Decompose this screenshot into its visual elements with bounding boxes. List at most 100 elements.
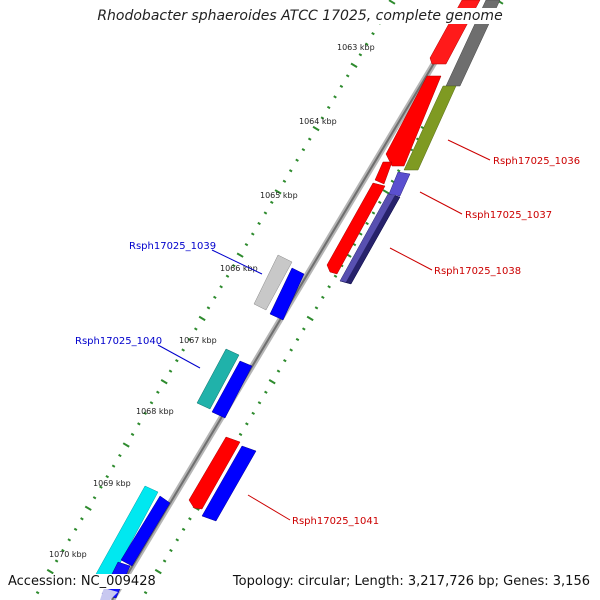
minor-tick — [295, 337, 300, 342]
minor-tick — [358, 53, 363, 57]
gene-label-rsph17025-1036[interactable]: Rsph17025_1036 — [493, 156, 580, 167]
minor-tick — [231, 264, 236, 268]
minor-tick — [187, 337, 192, 342]
minor-tick — [111, 464, 116, 468]
minor-tick — [377, 200, 382, 205]
minor-tick — [371, 32, 375, 36]
minor-tick — [188, 517, 192, 521]
minor-tick — [396, 169, 401, 173]
minor-tick — [244, 242, 249, 247]
callout-line-1041 — [247, 494, 291, 521]
major-tick — [84, 505, 92, 511]
minor-tick — [175, 358, 179, 363]
minor-tick — [390, 179, 395, 183]
tick-label-group: 1063 kbp 1064 kbp 1065 kbp 1066 kbp 1067… — [49, 43, 375, 559]
minor-tick — [333, 274, 338, 278]
genome-summary-text: Topology: circular; Length: 3,217,726 bp… — [232, 574, 590, 589]
minor-tick — [333, 95, 337, 99]
minor-tick — [169, 548, 173, 553]
gene-label-rsph17025-1041[interactable]: Rsph17025_1041 — [292, 516, 379, 527]
minor-tick — [194, 327, 198, 331]
minor-tick — [289, 348, 293, 352]
major-tick — [350, 62, 358, 68]
minor-tick — [67, 538, 72, 542]
gene-olive[interactable] — [403, 85, 457, 171]
accession-text: Accession: NC_009428 — [8, 574, 156, 589]
minor-tick — [276, 369, 281, 373]
minor-tick — [257, 221, 261, 226]
minor-tick — [251, 411, 255, 415]
minor-tick — [175, 538, 180, 542]
gene-red-1038-adjacent[interactable] — [326, 182, 386, 275]
minor-tick — [245, 422, 249, 426]
minor-tick — [364, 42, 369, 46]
minor-tick — [143, 591, 148, 595]
minor-tick — [130, 432, 135, 437]
tick-label: 1068 kbp — [136, 407, 174, 416]
gene-label-rsph17025-1037[interactable]: Rsph17025_1037 — [465, 210, 552, 221]
minor-tick — [327, 285, 331, 289]
minor-tick — [307, 137, 312, 141]
callout-lines — [157, 139, 491, 521]
major-tick — [382, 189, 390, 195]
tick-label: 1065 kbp — [260, 191, 298, 200]
gene-label-rsph17025-1040[interactable]: Rsph17025_1040 — [75, 336, 162, 347]
major-tick — [160, 379, 168, 385]
minor-tick — [80, 517, 84, 521]
minor-tick — [149, 401, 154, 405]
minor-tick — [295, 158, 299, 162]
minor-tick — [283, 358, 287, 363]
gene-red-1041-adjacent[interactable] — [188, 436, 241, 510]
minor-tick — [35, 591, 40, 595]
minor-tick — [339, 84, 344, 89]
gene-rsph17025-1037[interactable] — [388, 171, 411, 197]
minor-tick — [238, 432, 243, 437]
minor-tick — [320, 116, 325, 120]
minor-tick — [92, 496, 97, 500]
minor-tick — [105, 474, 110, 479]
minor-tick — [162, 559, 167, 563]
minor-tick — [156, 390, 160, 394]
gene-red-small[interactable] — [374, 161, 393, 185]
minor-tick — [264, 390, 268, 394]
major-tick — [154, 568, 162, 575]
callout-line-1038 — [389, 247, 433, 271]
gene-rsph17025-1040[interactable] — [211, 360, 253, 419]
gene-lavender[interactable] — [100, 588, 118, 600]
gene-silver[interactable] — [253, 254, 293, 311]
genes-left — [95, 254, 305, 600]
minor-tick — [61, 548, 65, 553]
major-tick — [312, 125, 320, 132]
minor-tick — [143, 411, 147, 415]
gene-teal[interactable] — [196, 348, 240, 410]
minor-tick — [250, 232, 255, 236]
tick-label: 1066 kbp — [220, 264, 258, 273]
minor-tick — [206, 306, 211, 310]
gene-blue-bottom[interactable] — [120, 495, 171, 567]
minor-tick — [326, 105, 331, 110]
minor-tick — [301, 148, 306, 152]
major-tick — [306, 315, 314, 322]
map-title: Rhodobacter sphaeroides ATCC 17025, comp… — [0, 8, 600, 24]
gene-label-rsph17025-1038[interactable]: Rsph17025_1038 — [434, 266, 521, 277]
gene-rsph17025-1036[interactable] — [385, 75, 442, 167]
gene-label-rsph17025-1039[interactable]: Rsph17025_1039 — [129, 241, 216, 252]
major-tick — [46, 568, 54, 575]
major-tick — [268, 379, 276, 385]
tick-label: 1069 kbp — [93, 479, 131, 488]
minor-tick — [263, 211, 268, 215]
tick-label: 1064 kbp — [299, 117, 337, 126]
gene-rsph17025-1039[interactable] — [269, 267, 305, 321]
minor-tick — [345, 74, 350, 78]
tick-label: 1063 kbp — [337, 43, 375, 52]
callout-line-1036 — [447, 139, 491, 161]
gene-rsph17025-1041[interactable] — [201, 445, 257, 522]
major-tick — [274, 189, 282, 195]
minor-tick — [225, 274, 230, 278]
minor-tick — [181, 527, 186, 531]
callout-line-1039 — [211, 249, 263, 275]
genes-right — [188, 0, 501, 522]
minor-tick — [54, 559, 59, 563]
outer-tick-track — [35, 0, 396, 595]
